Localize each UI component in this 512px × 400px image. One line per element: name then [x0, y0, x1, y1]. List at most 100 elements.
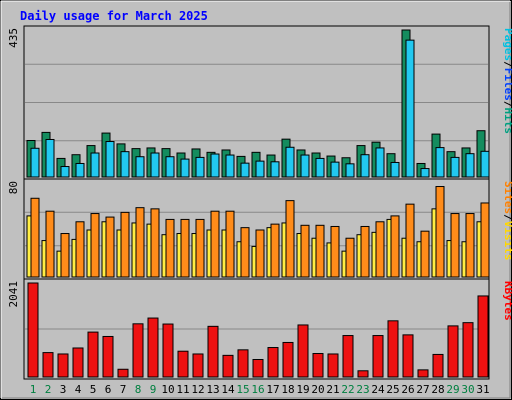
x-tick-label: 16 — [251, 383, 264, 396]
bar-kbytes-30 — [462, 322, 474, 378]
bar-sites-4 — [75, 221, 85, 278]
bar-kbytes-23 — [357, 370, 369, 378]
bar-sites-20 — [315, 224, 325, 278]
bar-kbytes-25 — [387, 320, 399, 378]
bar-sites-14 — [225, 210, 235, 278]
bar-files-21 — [330, 161, 340, 178]
bar-kbytes-21 — [327, 353, 339, 378]
chart-title: Daily usage for March 2025 — [20, 9, 208, 23]
x-tick-label: 13 — [206, 383, 219, 396]
x-axis-labels: 1 2 3 4 5 6 7 8 9 10 11 12 13 14 15 16 17 18 19 20 21 22 23 24 2… — [30, 383, 490, 396]
bar-files-5 — [90, 152, 100, 178]
bar-kbytes-31 — [477, 295, 489, 378]
x-tick-label: 3 — [60, 383, 67, 396]
bar-sites-19 — [300, 224, 310, 278]
bar-files-25 — [390, 161, 400, 178]
bar-files-24 — [375, 147, 385, 178]
panel-legend: KBytes — [502, 281, 512, 321]
bar-kbytes-20 — [312, 353, 324, 378]
bar-kbytes-27 — [417, 369, 429, 378]
bar-sites-3 — [60, 233, 70, 278]
bar-sites-30 — [465, 213, 475, 278]
bar-sites-24 — [375, 221, 385, 278]
legend-separator: / — [502, 61, 512, 68]
bar-kbytes-16 — [252, 358, 264, 378]
bar-files-29 — [450, 156, 460, 178]
x-tick-label: 30 — [461, 383, 474, 396]
x-tick-label: 19 — [296, 383, 309, 396]
bar-files-8 — [135, 156, 145, 178]
bar-sites-13 — [210, 210, 220, 278]
bar-sites-28 — [435, 186, 445, 278]
x-tick-label: 8 — [135, 383, 142, 396]
bar-sites-27 — [420, 230, 430, 278]
x-tick-label: 22 — [341, 383, 354, 396]
bar-kbytes-6 — [102, 335, 114, 378]
bar-sites-26 — [405, 203, 415, 278]
bar-sites-7 — [120, 211, 130, 278]
bar-files-15 — [240, 162, 250, 178]
bar-kbytes-8 — [132, 323, 144, 378]
bar-files-12 — [195, 156, 205, 178]
x-tick-label: 12 — [191, 383, 204, 396]
bar-files-2 — [45, 138, 55, 178]
bar-kbytes-13 — [207, 325, 219, 378]
bar-files-10 — [165, 156, 175, 178]
legend-visits: Visits — [502, 221, 512, 261]
bar-files-9 — [150, 152, 160, 178]
bar-sites-2 — [45, 210, 55, 278]
bar-files-26 — [405, 39, 415, 178]
panel-kbytes: 2041 KBytes — [7, 278, 512, 380]
x-tick-label: 9 — [150, 383, 157, 396]
bar-kbytes-7 — [117, 368, 129, 378]
x-tick-label: 24 — [371, 383, 385, 396]
bar-kbytes-4 — [72, 347, 84, 378]
x-tick-label: 10 — [161, 383, 174, 396]
bar-sites-12 — [195, 218, 205, 278]
bar-files-18 — [285, 146, 295, 178]
bar-sites-25 — [390, 215, 400, 278]
x-tick-label: 28 — [431, 383, 444, 396]
bar-files-13 — [210, 153, 220, 178]
bar-files-7 — [120, 151, 130, 178]
legend-files: Files — [502, 68, 512, 101]
bar-kbytes-9 — [147, 317, 159, 378]
chart-panels: 435Pages/Files/Hits80Sites/Visits2041KBy… — [7, 25, 512, 380]
bar-sites-29 — [450, 213, 460, 278]
panel-legend: Sites/Visits — [502, 181, 512, 261]
bar-sites-18 — [285, 200, 295, 278]
bar-kbytes-10 — [162, 323, 174, 378]
bar-kbytes-2 — [42, 352, 54, 378]
legend-pages: Pages — [502, 28, 512, 61]
bar-sites-10 — [165, 218, 175, 278]
bar-kbytes-3 — [57, 353, 69, 378]
bar-sites-9 — [150, 208, 160, 278]
bar-files-16 — [255, 160, 265, 178]
bar-files-31 — [480, 150, 490, 178]
x-tick-label: 27 — [416, 383, 429, 396]
x-tick-label: 29 — [446, 383, 459, 396]
x-tick-label: 31 — [476, 383, 489, 396]
legend-separator: / — [502, 101, 512, 108]
bar-kbytes-5 — [87, 331, 99, 378]
x-tick-label: 4 — [75, 383, 82, 396]
x-tick-label: 7 — [120, 383, 127, 396]
y-max-label: 435 — [7, 28, 20, 48]
bar-kbytes-19 — [297, 324, 309, 378]
x-tick-label: 5 — [90, 383, 97, 396]
x-tick-label: 6 — [105, 383, 112, 396]
legend-kbytes: KBytes — [502, 281, 512, 321]
bar-kbytes-22 — [342, 335, 354, 378]
bar-sites-15 — [240, 227, 250, 278]
bar-files-28 — [435, 147, 445, 178]
bar-kbytes-1 — [27, 282, 39, 378]
y-max-label: 2041 — [7, 281, 20, 308]
legend-hits: Hits — [502, 108, 512, 135]
x-tick-label: 18 — [281, 383, 294, 396]
bar-files-17 — [270, 161, 280, 178]
panel-legend: Pages/Files/Hits — [502, 28, 512, 134]
bar-files-27 — [420, 168, 430, 178]
x-tick-label: 17 — [266, 383, 279, 396]
bar-sites-1 — [30, 197, 40, 278]
